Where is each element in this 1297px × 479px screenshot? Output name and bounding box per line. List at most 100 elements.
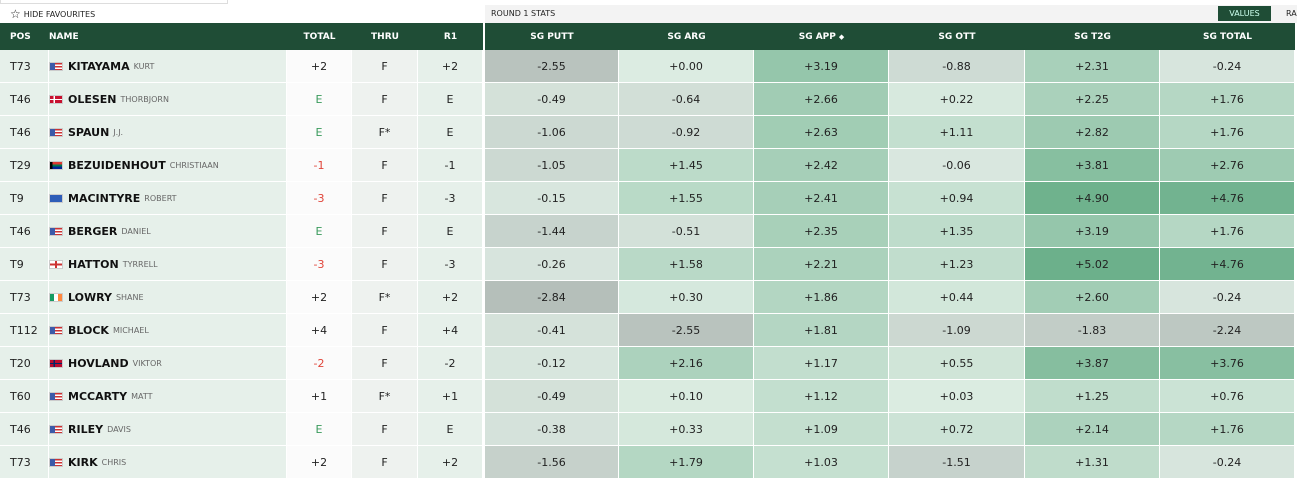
name-cell: KITAYAMA KURT — [49, 50, 287, 83]
thru-cell: F* — [352, 116, 418, 149]
thru-cell: F* — [352, 380, 418, 413]
flag-icon — [49, 226, 63, 236]
flag-icon — [49, 61, 63, 71]
round-cell: E — [418, 215, 483, 248]
sg-cell: +0.10 — [619, 380, 754, 413]
hide-favourites-label: HIDE FAVOURITES — [23, 9, 96, 19]
round-stats-label[interactable]: ROUND 1 STATS — [491, 9, 556, 18]
sg-cell: -0.92 — [619, 116, 754, 149]
total-cell: +2 — [287, 50, 352, 83]
rank-button[interactable]: RA — [1286, 9, 1297, 18]
sg-cell: +1.11 — [889, 116, 1025, 149]
name-cell: HATTON TYRRELL — [49, 248, 287, 281]
total-cell: -3 — [287, 248, 352, 281]
sg-cell: +2.60 — [1025, 281, 1160, 314]
last-name: LOWRY — [68, 290, 112, 304]
thru-cell: F — [352, 446, 418, 479]
sg-cell: +1.86 — [754, 281, 889, 314]
round-cell: E — [418, 413, 483, 446]
last-name: BERGER — [68, 224, 118, 238]
round-cell: -2 — [418, 347, 483, 380]
sg-cell: -0.64 — [619, 83, 754, 116]
round-cell: +4 — [418, 314, 483, 347]
name-cell: BLOCK MICHAEL — [49, 314, 287, 347]
thru-cell: F — [352, 347, 418, 380]
sg-cell: +0.72 — [889, 413, 1025, 446]
flag-icon — [49, 160, 63, 170]
sg-cell: +3.87 — [1025, 347, 1160, 380]
sg-cell: +2.35 — [754, 215, 889, 248]
column-header: POS — [0, 23, 49, 50]
sg-cell: +1.58 — [619, 248, 754, 281]
sg-cell: +2.42 — [754, 149, 889, 182]
sg-cell: +1.09 — [754, 413, 889, 446]
round-cell: E — [418, 116, 483, 149]
pos-cell: T46 — [0, 83, 49, 116]
thru-cell: F — [352, 50, 418, 83]
sg-cell: +2.21 — [754, 248, 889, 281]
values-button[interactable]: VALUES — [1218, 6, 1271, 21]
name-cell: HOVLAND VIKTOR — [49, 347, 287, 380]
sg-cell: -2.24 — [1160, 314, 1295, 347]
first-name: TYRRELL — [122, 259, 158, 269]
sg-cell: +0.00 — [619, 50, 754, 83]
sg-cell: +1.23 — [889, 248, 1025, 281]
pos-cell: T73 — [0, 446, 49, 479]
thru-cell: F — [352, 248, 418, 281]
pos-cell: T46 — [0, 215, 49, 248]
column-header: SG APP ◆ — [754, 23, 889, 50]
sg-cell: -0.26 — [485, 248, 619, 281]
first-name: THORBJORN — [120, 94, 169, 104]
sg-cell: +1.76 — [1160, 215, 1295, 248]
sg-cell: +0.44 — [889, 281, 1025, 314]
sg-cell: +1.31 — [1025, 446, 1160, 479]
sg-cell: -1.06 — [485, 116, 619, 149]
sg-cell: +5.02 — [1025, 248, 1160, 281]
sg-cell: -0.49 — [485, 380, 619, 413]
name-cell: LOWRY SHANE — [49, 281, 287, 314]
column-header: SG PUTT — [485, 23, 619, 50]
last-name: BLOCK — [68, 323, 109, 337]
sg-cell: +2.63 — [754, 116, 889, 149]
last-name: HATTON — [68, 257, 119, 271]
first-name: CHRISTIAAN — [169, 160, 219, 170]
sg-cell: -1.51 — [889, 446, 1025, 479]
sg-cell: +4.76 — [1160, 248, 1295, 281]
sg-cell: +3.19 — [1025, 215, 1160, 248]
column-header: SG ARG — [619, 23, 754, 50]
sg-cell: +0.22 — [889, 83, 1025, 116]
first-name: CHRIS — [101, 457, 127, 467]
first-name: DAVIS — [107, 424, 131, 434]
first-name: MATT — [131, 391, 153, 401]
last-name: HOVLAND — [68, 356, 129, 370]
column-header: SG TOTAL — [1160, 23, 1295, 50]
name-cell: BEZUIDENHOUT CHRISTIAAN — [49, 149, 287, 182]
hide-favourites[interactable]: ☆ HIDE FAVOURITES — [10, 7, 95, 21]
last-name: OLESEN — [68, 92, 117, 106]
sg-cell: +1.25 — [1025, 380, 1160, 413]
first-name: J.J. — [113, 127, 124, 137]
sg-cell: +2.41 — [754, 182, 889, 215]
first-name: ROBERT — [144, 193, 177, 203]
name-cell: BERGER DANIEL — [49, 215, 287, 248]
flag-icon — [49, 259, 63, 269]
sg-cell: +2.25 — [1025, 83, 1160, 116]
total-cell: +2 — [287, 446, 352, 479]
round-cell: E — [418, 83, 483, 116]
sg-cell: -2.55 — [619, 314, 754, 347]
name-cell: RILEY DAVIS — [49, 413, 287, 446]
sg-cell: +1.35 — [889, 215, 1025, 248]
flag-icon — [49, 358, 63, 368]
sg-cell: +1.76 — [1160, 413, 1295, 446]
name-cell: MACINTYRE ROBERT — [49, 182, 287, 215]
sg-cell: +4.90 — [1025, 182, 1160, 215]
sg-cell: +1.76 — [1160, 83, 1295, 116]
pos-cell: T46 — [0, 116, 49, 149]
sg-cell: +1.17 — [754, 347, 889, 380]
sg-cell: +1.76 — [1160, 116, 1295, 149]
pos-cell: T20 — [0, 347, 49, 380]
last-name: KITAYAMA — [68, 59, 130, 73]
sg-cell: -0.38 — [485, 413, 619, 446]
name-cell: KIRK CHRIS — [49, 446, 287, 479]
sg-cell: -2.84 — [485, 281, 619, 314]
